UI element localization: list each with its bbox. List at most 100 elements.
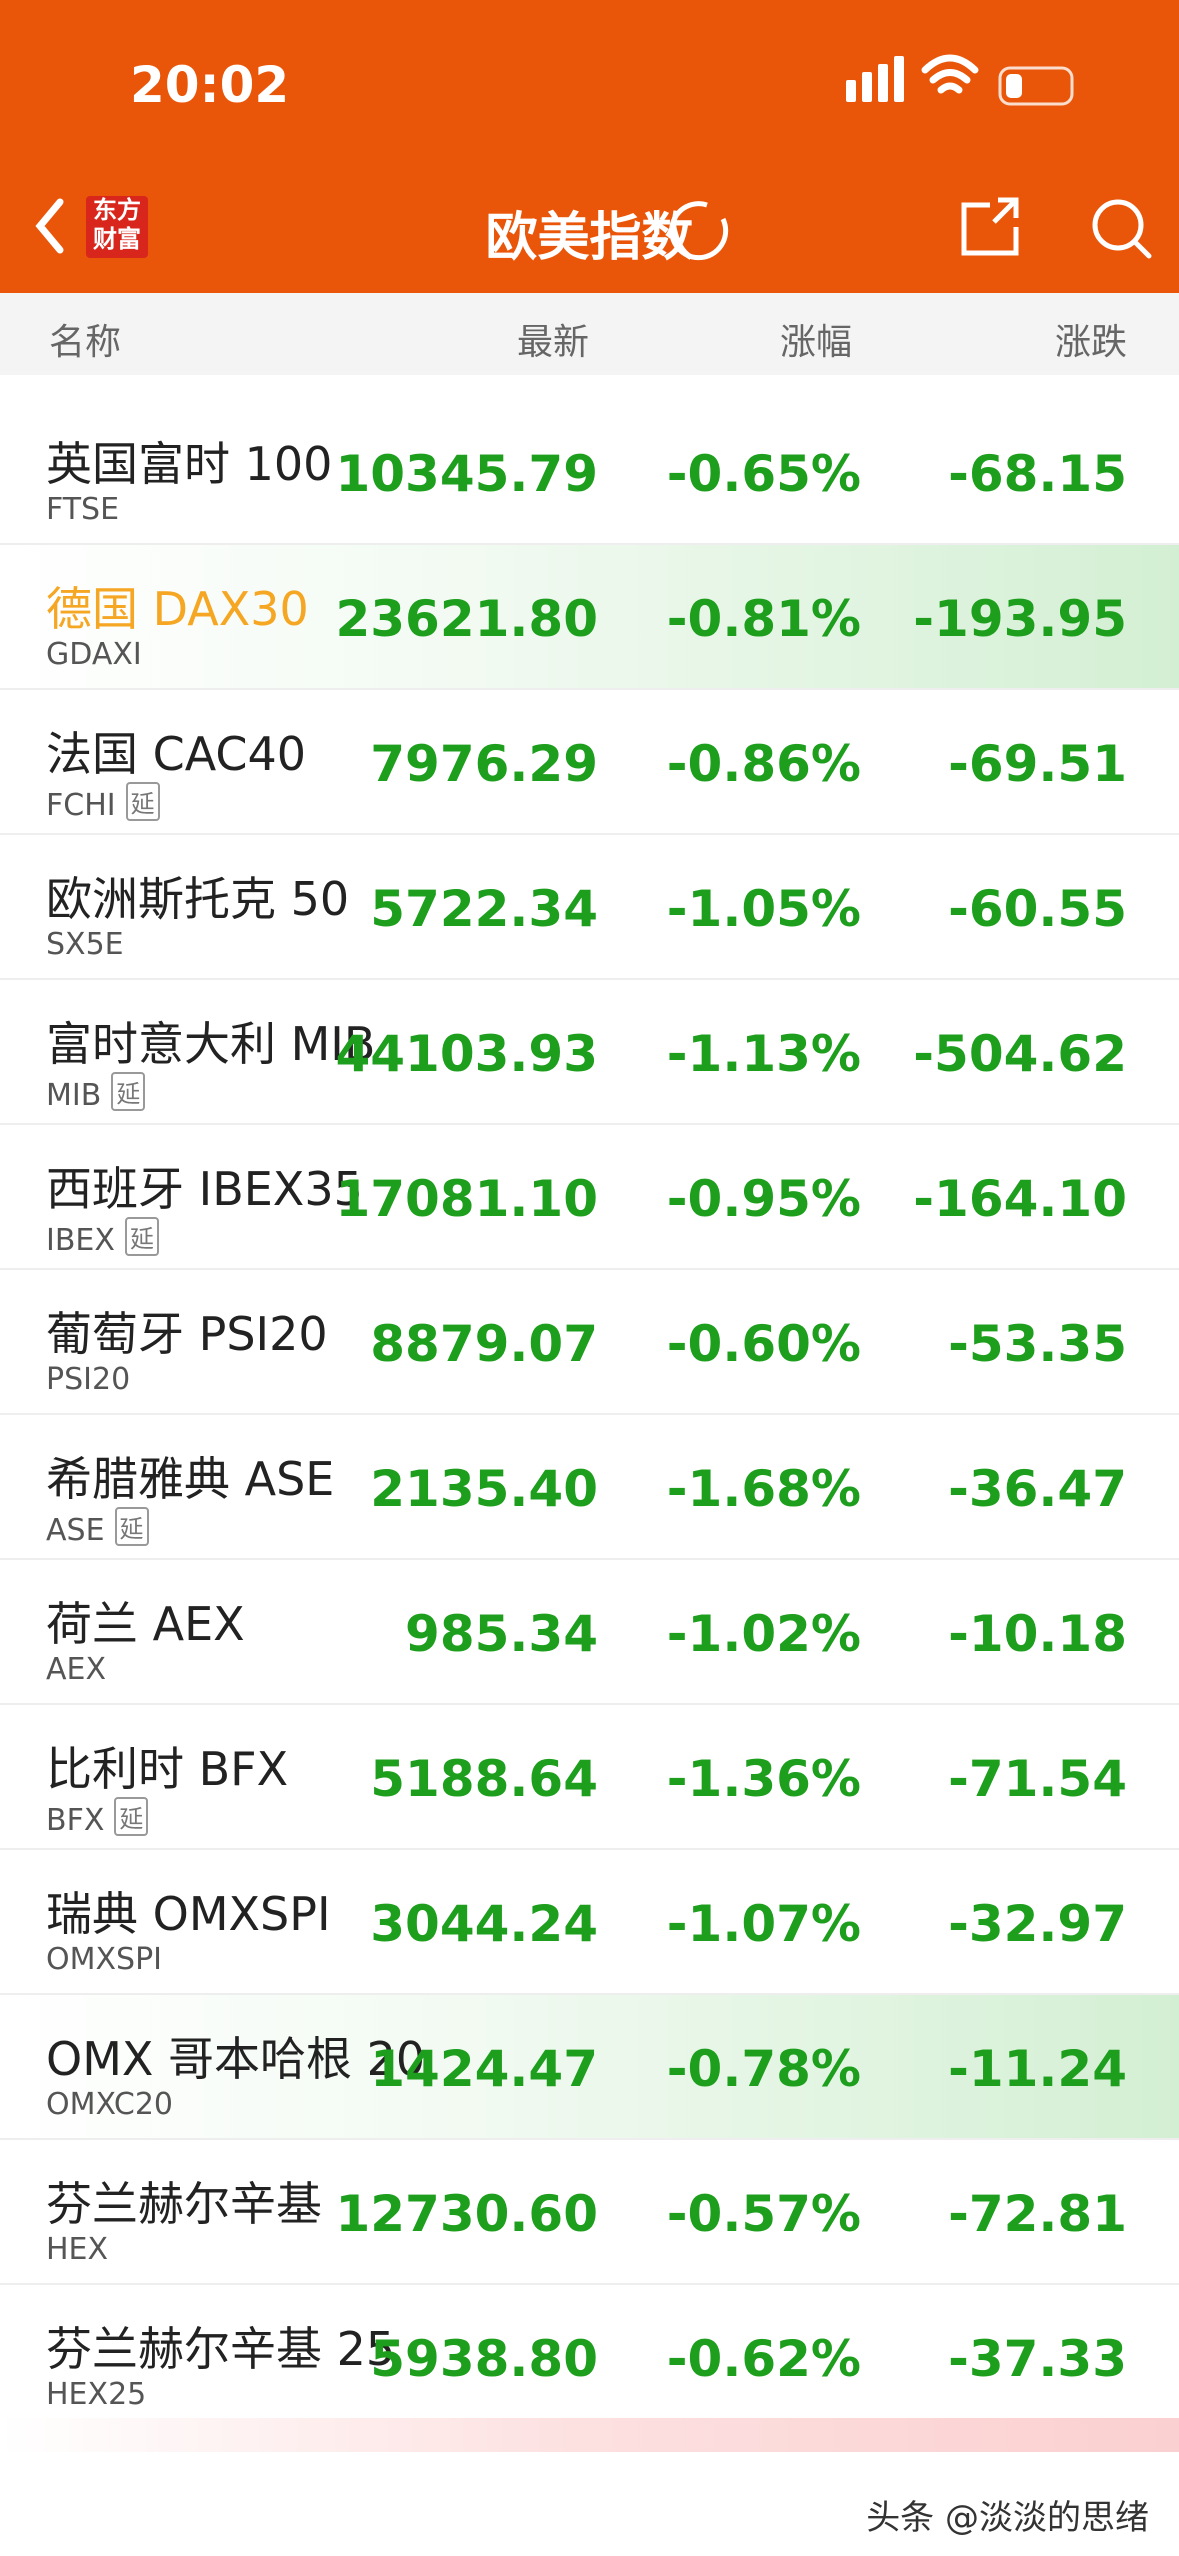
change-percent: -1.05%	[666, 880, 861, 938]
nav-title: 欧美指数	[485, 208, 694, 268]
latest-price: 8879.07	[370, 1315, 598, 1373]
index-code-line: ASE 延	[46, 1507, 149, 1548]
index-name: 希腊雅典 ASE	[46, 1452, 335, 1506]
delay-tag: 延	[111, 1072, 146, 1111]
search-icon[interactable]	[1092, 199, 1144, 251]
index-code: IBEX	[46, 1223, 115, 1258]
latest-price: 7976.29	[370, 735, 598, 793]
index-row[interactable]: 荷兰 AEX AEX 985.34 -1.02% -10.18	[0, 1560, 1179, 1705]
index-name: 葡萄牙 PSI20	[46, 1307, 328, 1361]
change-percent: -1.68%	[666, 1460, 861, 1518]
delay-tag: 延	[124, 1217, 159, 1256]
delay-tag: 延	[114, 1507, 149, 1546]
change-amount: -69.51	[948, 735, 1127, 793]
index-row[interactable]: 芬兰赫尔辛基 HEX 12730.60 -0.57% -72.81	[0, 2140, 1179, 2285]
index-code-line: BFX 延	[46, 1797, 149, 1838]
change-amount: -60.55	[948, 880, 1127, 938]
index-row[interactable]: 芬兰赫尔辛基 25 HEX25 5938.80 -0.62% -37.33	[0, 2285, 1179, 2430]
index-row[interactable]: OMX 哥本哈根 20 OMXC20 1424.47 -0.78% -11.24	[0, 1995, 1179, 2140]
change-percent: -0.86%	[666, 735, 861, 793]
index-code: HEX25	[46, 2377, 147, 2412]
change-percent: -0.62%	[666, 2330, 861, 2388]
index-row[interactable]: 瑞典 OMXSPI OMXSPI 3044.24 -1.07% -32.97	[0, 1850, 1179, 1995]
column-latest[interactable]: 最新	[516, 322, 589, 363]
index-code: AEX	[46, 1652, 107, 1687]
logo-text: 财富	[93, 225, 141, 253]
index-row[interactable]: 希腊雅典 ASE ASE 延 2135.40 -1.68% -36.47	[0, 1415, 1179, 1560]
watermark: 头条 @淡淡的思绪	[866, 2498, 1149, 2538]
logo[interactable]: 东方 财富	[86, 196, 148, 258]
index-name: 富时意大利 MIB	[46, 1017, 376, 1071]
index-code-line: SX5E	[46, 927, 124, 962]
index-name: 荷兰 AEX	[46, 1597, 245, 1651]
latest-price: 5188.64	[370, 1750, 598, 1808]
share-icon[interactable]	[961, 197, 1019, 256]
latest-price: 3044.24	[370, 1895, 598, 1953]
change-percent: -0.78%	[666, 2040, 861, 2098]
logo-text: 东方	[93, 196, 141, 224]
index-row[interactable]: 欧洲斯托克 50 SX5E 5722.34 -1.05% -60.55	[0, 835, 1179, 980]
change-amount: -53.35	[948, 1315, 1127, 1373]
change-percent: -1.02%	[666, 1605, 861, 1663]
latest-price: 985.34	[405, 1605, 598, 1663]
index-code-line: IBEX 延	[46, 1217, 159, 1258]
index-name: 瑞典 OMXSPI	[46, 1887, 331, 1941]
nav-icons	[35, 54, 1152, 261]
index-code: PSI20	[46, 1362, 131, 1397]
index-row[interactable]: 英国富时 100 FTSE 10345.79 -0.65% -68.15	[0, 400, 1179, 545]
column-name[interactable]: 名称	[49, 322, 122, 363]
index-name: 英国富时 100	[46, 437, 333, 491]
index-row[interactable]: 西班牙 IBEX35 IBEX 延 17081.10 -0.95% -164.10	[0, 1125, 1179, 1270]
index-name: 欧洲斯托克 50	[46, 872, 350, 926]
change-amount: -71.54	[948, 1750, 1127, 1808]
bottom-bar	[0, 2418, 1179, 2452]
change-amount: -72.81	[948, 2185, 1127, 2243]
index-name: 德国 DAX30	[46, 582, 309, 636]
index-code-line: HEX	[46, 2232, 108, 2267]
latest-price: 44103.93	[335, 1025, 598, 1083]
latest-price: 5722.34	[370, 880, 598, 938]
status-time: 20:02	[130, 56, 290, 114]
column-change[interactable]: 涨跌	[1054, 322, 1127, 363]
latest-price: 12730.60	[335, 2185, 598, 2243]
latest-price: 23621.80	[335, 590, 598, 648]
index-row[interactable]: 葡萄牙 PSI20 PSI20 8879.07 -0.60% -53.35	[0, 1270, 1179, 1415]
index-code: GDAXI	[46, 637, 142, 672]
index-code-line: AEX	[46, 1652, 106, 1687]
change-amount: -11.24	[948, 2040, 1127, 2098]
index-name: 芬兰赫尔辛基 25	[46, 2322, 396, 2376]
change-percent: -0.65%	[666, 445, 861, 503]
back-icon[interactable]	[35, 198, 64, 254]
index-name: 法国 CAC40	[46, 727, 307, 781]
index-code: OMXSPI	[46, 1942, 163, 1977]
index-name: 比利时 BFX	[46, 1742, 289, 1796]
change-percent: -0.81%	[666, 590, 861, 648]
latest-price: 10345.79	[335, 445, 598, 503]
index-code-line: HEX25	[46, 2377, 146, 2412]
latest-price: 1424.47	[370, 2040, 598, 2098]
index-code: ASE	[46, 1513, 105, 1548]
change-amount: -10.18	[948, 1605, 1127, 1663]
column-pct[interactable]: 涨幅	[779, 322, 852, 363]
latest-price: 2135.40	[370, 1460, 598, 1518]
refresh-icon[interactable]	[669, 201, 729, 261]
change-amount: -37.33	[948, 2330, 1127, 2388]
delay-tag: 延	[125, 782, 160, 821]
index-code: HEX	[46, 2232, 109, 2267]
index-code-line: OMXSPI	[46, 1942, 162, 1977]
top-bar: 20:02 东方 财富 欧美指数	[0, 0, 1179, 293]
index-row[interactable]: 德国 DAX30 GDAXI 23621.80 -0.81% -193.95	[0, 545, 1179, 690]
change-amount: -36.47	[948, 1460, 1127, 1518]
index-code-line: MIB 延	[46, 1072, 146, 1113]
change-percent: -1.13%	[666, 1025, 861, 1083]
change-amount: -193.95	[913, 590, 1127, 648]
index-name: 西班牙 IBEX35	[46, 1162, 363, 1216]
change-amount: -504.62	[913, 1025, 1127, 1083]
index-code-line: GDAXI	[46, 637, 142, 672]
index-row[interactable]: 比利时 BFX BFX 延 5188.64 -1.36% -71.54	[0, 1705, 1179, 1850]
change-percent: -0.95%	[666, 1170, 861, 1228]
index-name: 芬兰赫尔辛基	[46, 2177, 322, 2231]
index-row[interactable]: 富时意大利 MIB MIB 延 44103.93 -1.13% -504.62	[0, 980, 1179, 1125]
index-row[interactable]: 法国 CAC40 FCHI 延 7976.29 -0.86% -69.51	[0, 690, 1179, 835]
index-code: OMXC20	[46, 2087, 173, 2122]
